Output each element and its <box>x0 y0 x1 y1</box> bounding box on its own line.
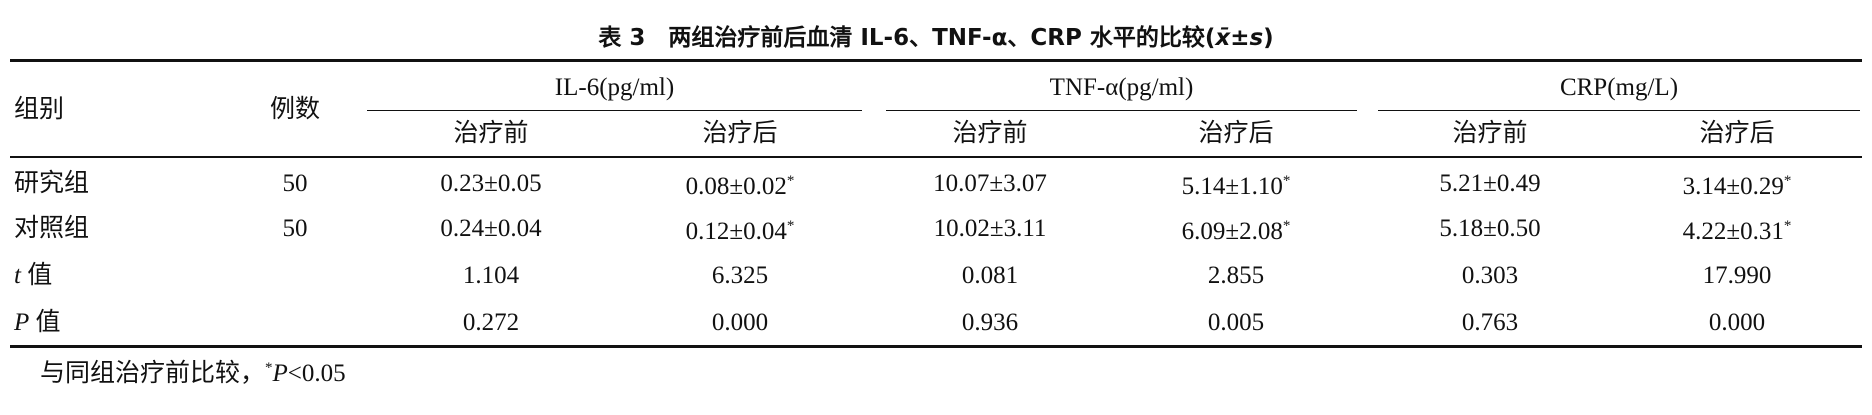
table-title: 表 3 两组治疗前后血清 IL-6、TNF-α、CRP 水平的比较(x̄±s) <box>598 25 1274 51</box>
row-label-text: 研究组 <box>14 170 90 197</box>
cell-value: 0.000 <box>711 309 769 336</box>
sub-header: 治疗后 <box>1699 120 1775 147</box>
cell-value: 5.14±1.10 <box>1181 173 1283 201</box>
group-rule <box>1378 110 1860 111</box>
row-n: 50 <box>282 215 308 242</box>
footnote: 与同组治疗前比较，*P<0.05 <box>40 359 346 388</box>
cell-value: 10.02±3.11 <box>933 215 1047 242</box>
cell: 0.303 <box>1462 261 1518 291</box>
sub-header: 治疗后 <box>1198 120 1274 147</box>
row-label: P 值 <box>14 308 61 338</box>
cell-value: 0.23±0.05 <box>440 170 542 197</box>
top-rule <box>10 59 1862 62</box>
group-header: TNF-α(pg/ml) <box>1049 74 1194 101</box>
cell-value: 0.763 <box>1461 309 1519 336</box>
row-symbol: t <box>14 262 21 289</box>
cell: 4.22±0.31* <box>1683 211 1792 247</box>
cell: 17.990 <box>1703 261 1772 291</box>
cell-value: 0.081 <box>961 262 1019 289</box>
cell-mark: * <box>786 172 795 189</box>
sub-header: 治疗前 <box>952 120 1028 147</box>
bottom-rule <box>10 345 1862 348</box>
cell: 1.104 <box>463 261 519 291</box>
group-header: CRP(mg/L) <box>1559 74 1679 101</box>
cell-value: 17.990 <box>1702 262 1772 289</box>
cell-value: 2.855 <box>1207 262 1265 289</box>
header-rule <box>10 156 1862 158</box>
cell: 10.02±3.11 <box>934 214 1047 244</box>
sub-header: 治疗后 <box>702 120 778 147</box>
row-label-text: 对照组 <box>14 215 90 242</box>
cell: 5.18±0.50 <box>1439 214 1540 244</box>
header-cell: 例数 <box>269 96 321 123</box>
cell-value: 0.005 <box>1207 309 1265 336</box>
cell: 2.855 <box>1208 261 1264 291</box>
cell-value: 0.936 <box>961 309 1019 336</box>
cell-value: 6.325 <box>711 262 769 289</box>
cell-value: 5.18±0.50 <box>1439 215 1541 242</box>
cell-value: 5.21±0.49 <box>1439 170 1541 197</box>
group-header: IL-6(pg/ml) <box>554 74 675 101</box>
sub-header: 治疗前 <box>453 120 529 147</box>
cell: 0.005 <box>1208 308 1264 338</box>
cell: 5.21±0.49 <box>1439 169 1540 199</box>
cell-value: 1.104 <box>462 262 520 289</box>
cell: 3.14±0.29* <box>1683 166 1792 202</box>
cell: 0.081 <box>962 261 1018 291</box>
cell: 0.12±0.04* <box>686 211 795 247</box>
group-rule <box>886 110 1357 111</box>
cell-value: 0.12±0.04 <box>685 218 787 246</box>
cell-value: 10.07±3.07 <box>933 170 1047 197</box>
cell: 10.07±3.07 <box>933 169 1047 199</box>
header-cell: 组别 <box>14 96 65 123</box>
row-label: t 值 <box>14 261 52 291</box>
cell: 0.936 <box>962 308 1018 338</box>
cell-mark: * <box>786 217 795 234</box>
row-label: 对照组 <box>14 214 89 244</box>
cell-value: 0.272 <box>462 309 520 336</box>
cell-mark: * <box>1783 217 1792 234</box>
cell: 0.000 <box>1709 308 1765 338</box>
group-rule <box>367 110 862 111</box>
row-symbol: P <box>14 309 30 336</box>
sub-header: 治疗前 <box>1452 120 1528 147</box>
row-label: 研究组 <box>14 169 89 199</box>
cell: 0.763 <box>1462 308 1518 338</box>
row-label-text: 值 <box>27 262 53 289</box>
cell: 5.14±1.10* <box>1182 166 1291 202</box>
cell: 0.24±0.04 <box>440 214 541 244</box>
cell-mark: * <box>1282 217 1291 234</box>
cell: 6.09±2.08* <box>1182 211 1291 247</box>
cell-value: 3.14±0.29 <box>1682 173 1784 201</box>
cell: 6.325 <box>712 261 768 291</box>
cell: 0.23±0.05 <box>440 169 541 199</box>
row-n: 50 <box>282 170 308 197</box>
cell: 0.272 <box>463 308 519 338</box>
cell-value: 0.24±0.04 <box>440 215 542 242</box>
cell-value: 0.08±0.02 <box>685 173 787 201</box>
cell-value: 4.22±0.31 <box>1682 218 1784 246</box>
cell-value: 0.303 <box>1461 262 1519 289</box>
cell-mark: * <box>1282 172 1291 189</box>
cell-mark: * <box>1783 172 1792 189</box>
cell-value: 0.000 <box>1708 309 1766 336</box>
cell: 0.08±0.02* <box>686 166 795 202</box>
cell: 0.000 <box>712 308 768 338</box>
cell-value: 6.09±2.08 <box>1181 218 1283 246</box>
row-label-text: 值 <box>35 309 61 336</box>
